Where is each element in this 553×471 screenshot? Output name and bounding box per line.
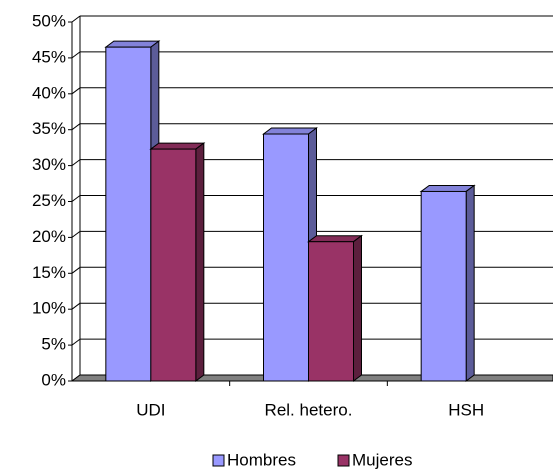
bar <box>308 241 354 382</box>
y-tick-label: 0% <box>41 370 66 389</box>
y-tick-label: 25% <box>32 191 66 210</box>
grid-connector <box>71 302 81 310</box>
bar-side <box>195 142 205 382</box>
bar-top <box>307 235 363 243</box>
legend-swatch <box>337 454 350 467</box>
y-tick-label: 45% <box>32 47 66 66</box>
bar-top <box>149 142 206 150</box>
grid-connector <box>71 195 81 202</box>
y-tick-label: 30% <box>32 155 66 174</box>
x-tick-label: HSH <box>448 400 484 419</box>
y-tick-label: 50% <box>32 11 66 30</box>
grid-connector <box>71 123 81 131</box>
y-tick-label: 20% <box>32 227 66 246</box>
x-tick-label: UDI <box>136 400 165 419</box>
grid-connector <box>71 87 81 95</box>
bar <box>150 148 197 382</box>
y-tick-label: 35% <box>32 119 66 138</box>
bar <box>263 133 309 382</box>
grid-connector <box>71 15 81 23</box>
bar-side <box>353 234 362 382</box>
grid-connector <box>71 230 81 238</box>
legend-label: Hombres <box>227 450 296 469</box>
y-tick-label: 5% <box>41 335 66 354</box>
y-tick-label: 10% <box>32 299 66 318</box>
bar <box>420 190 467 382</box>
grid-connector <box>71 159 81 167</box>
y-tick-label: 15% <box>32 263 66 282</box>
bar-top <box>419 184 476 192</box>
grid-connector <box>71 266 81 274</box>
bar-top <box>262 127 318 135</box>
grid-connector <box>71 338 81 346</box>
legend-swatch <box>212 454 225 467</box>
bar-top <box>104 40 161 48</box>
bar-side <box>465 184 475 382</box>
legend-label: Mujeres <box>352 450 412 469</box>
grid-connector <box>71 51 81 59</box>
x-tick-label: Rel. hetero. <box>265 400 353 419</box>
y-tick-label: 40% <box>32 83 66 102</box>
bar <box>105 46 152 382</box>
